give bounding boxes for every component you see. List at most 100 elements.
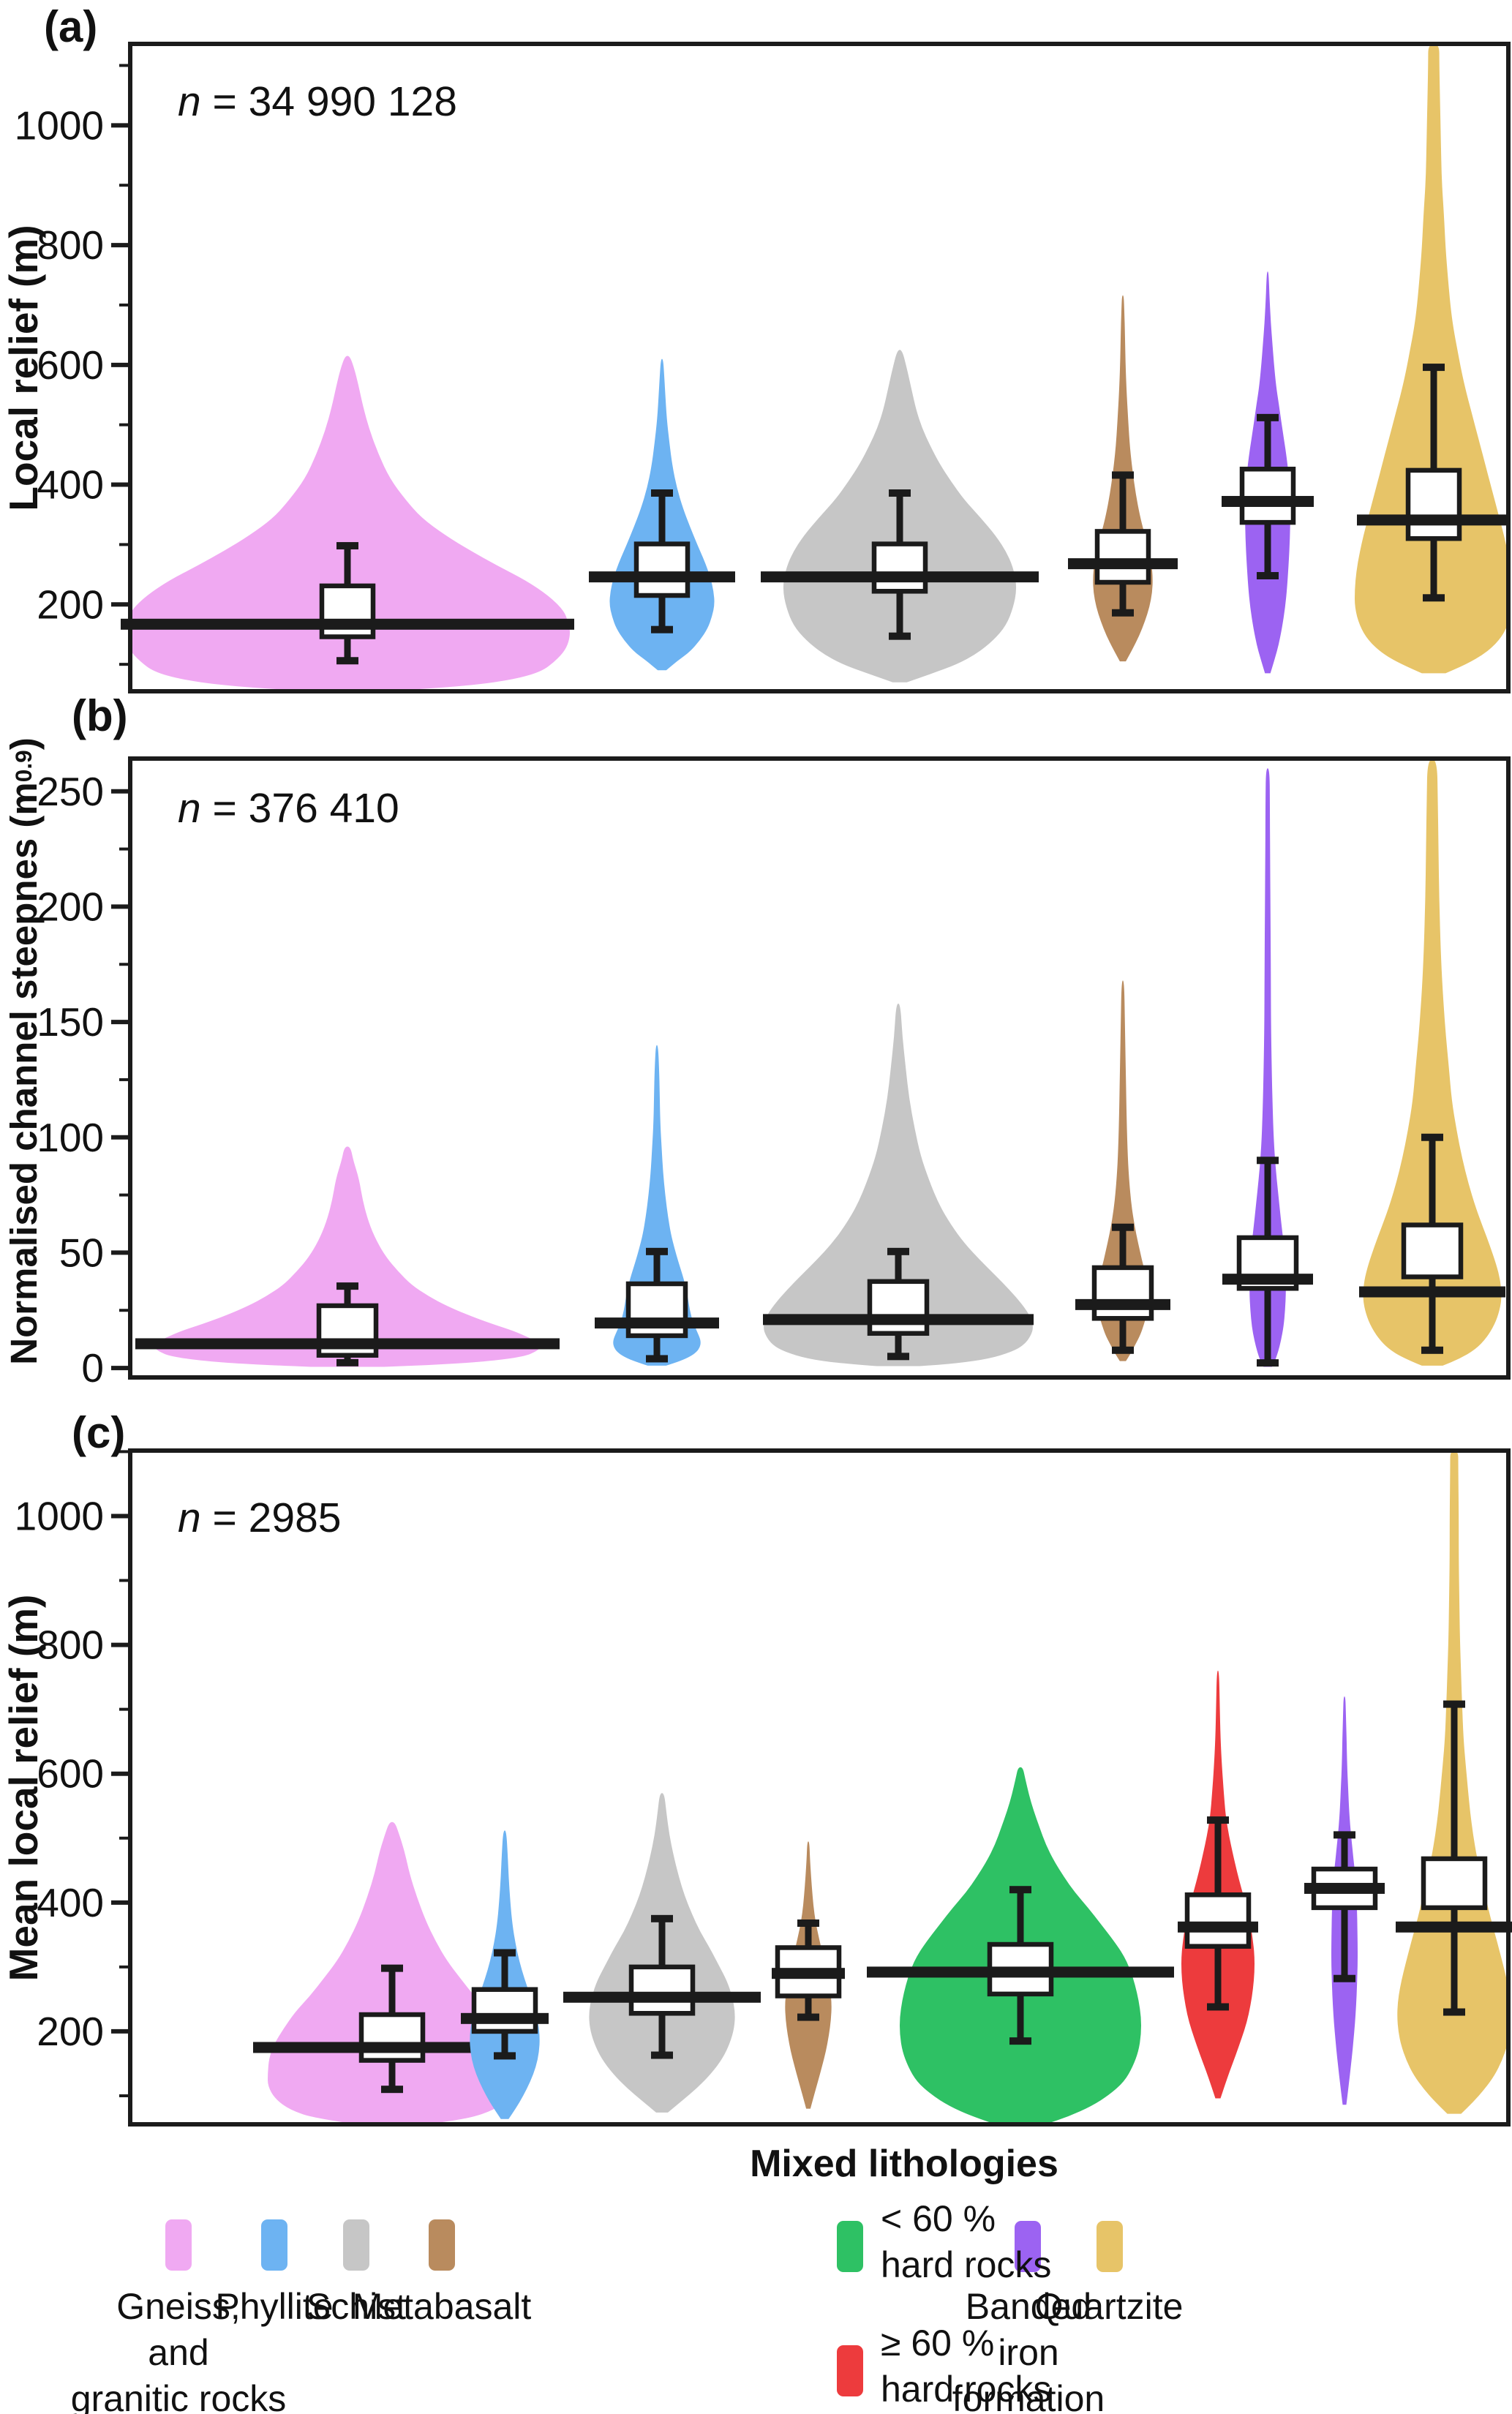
- median-line: [1396, 1921, 1512, 1933]
- y-tick-label: 600: [37, 342, 104, 388]
- median-line: [867, 1966, 1174, 1978]
- iqr-box: [1401, 1222, 1464, 1279]
- y-axis-title-superscript: 0.9: [10, 750, 37, 783]
- legend-label-mixed-ge60: ≥ 60 % hard rocks: [881, 2320, 1051, 2413]
- violin-b-5: [1249, 768, 1286, 1367]
- median-line: [772, 1968, 845, 1979]
- panel-frame: [128, 756, 1511, 1380]
- legend-label-line: hard rocks: [881, 2244, 1052, 2285]
- y-tick-label: 150: [37, 999, 104, 1045]
- y-axis-title-text: Mean local relief (m): [1, 1594, 46, 1982]
- legend-label-metabasalt: Metabasalt: [347, 2284, 537, 2330]
- whisker-cap-low: [651, 2051, 673, 2059]
- whisker-cap-low: [1443, 2008, 1465, 2016]
- y-tick-label: 200: [37, 2009, 104, 2054]
- violin-b-6: [1363, 759, 1502, 1366]
- legend-swatch-mixed-lt60: [837, 2221, 863, 2272]
- iqr-box: [1184, 1892, 1252, 1949]
- iqr-box: [1094, 529, 1151, 585]
- whisker-cap-low: [1334, 1974, 1355, 1982]
- median-line: [135, 1338, 560, 1350]
- iqr-box: [358, 2012, 426, 2063]
- whisker-cap-low: [381, 2086, 403, 2094]
- whisker-cap-high: [887, 1247, 909, 1255]
- whisker-cap-low: [1257, 1359, 1279, 1367]
- whisker-cap-low: [336, 1358, 358, 1366]
- iqr-box: [871, 541, 928, 594]
- violin-b-1: [154, 1146, 541, 1367]
- panel-frame: [128, 42, 1511, 693]
- whisker-cap-high: [1207, 1816, 1229, 1824]
- panel-frame: [128, 1448, 1511, 2127]
- legend-swatch-schist: [343, 2219, 369, 2271]
- whisker-cap-low: [887, 1353, 909, 1361]
- legend-label-line: and: [148, 2332, 209, 2373]
- y-tick-label: 200: [37, 884, 104, 929]
- legend-swatch-quartzite: [1097, 2221, 1123, 2272]
- iqr-box: [1405, 467, 1462, 541]
- whisker-cap-high: [336, 542, 358, 550]
- panel-c: 200 400 600 800 1000: [15, 1448, 1512, 2127]
- legend-label-line: Metabasalt: [352, 2286, 532, 2327]
- legend-swatch-banded-iron-formation: [1015, 2221, 1041, 2272]
- whisker-cap-high: [1421, 1133, 1443, 1141]
- y-tick-label: 800: [37, 222, 104, 268]
- iqr-box: [1421, 1856, 1488, 1911]
- panel-a-letter: (a): [44, 2, 98, 51]
- y-tick-label: 100: [37, 1115, 104, 1160]
- y-tick-label: 400: [37, 462, 104, 508]
- median-line: [1222, 495, 1314, 507]
- median-line: [121, 618, 574, 630]
- median-line: [589, 571, 735, 583]
- legend-label-line: Gneiss,: [116, 2286, 241, 2327]
- median-line: [563, 1991, 761, 2003]
- whisker-cap-high: [646, 1247, 668, 1255]
- iqr-box: [867, 1279, 930, 1336]
- median-line: [1304, 1882, 1385, 1894]
- whisker-cap-low: [1112, 609, 1134, 617]
- median-line: [461, 2012, 549, 2024]
- whisker-cap-high: [1009, 1886, 1031, 1894]
- y-tick-label: 1000: [15, 102, 104, 148]
- legend-swatch-metabasalt: [429, 2219, 455, 2271]
- whisker-cap-low: [1207, 2003, 1229, 2011]
- legend-swatch-gneiss: [165, 2219, 192, 2271]
- whisker-cap-low: [1421, 1346, 1443, 1354]
- panel-c-sample-size: n = 2985: [178, 1494, 341, 1542]
- y-tick-label: 1000: [15, 1493, 104, 1538]
- y-tick-label: 400: [37, 1880, 104, 1925]
- y-tick-label: 600: [37, 1751, 104, 1797]
- median-line: [1359, 1286, 1505, 1298]
- whisker-cap-high: [1257, 413, 1279, 421]
- legend-label-line: granitic rocks: [70, 2378, 287, 2414]
- y-tick-label: 200: [37, 582, 104, 627]
- n-symbol: n: [178, 785, 201, 832]
- n-value: = 34 990 128: [200, 78, 457, 125]
- legend-label-line: ≥ 60 %: [881, 2323, 995, 2364]
- violin-shape: [764, 1003, 1033, 1366]
- legend-label-phyllite: Phyllite: [201, 2284, 347, 2330]
- legend-swatch-mixed-ge60: [837, 2345, 863, 2396]
- panel-c-letter: (c): [72, 1408, 126, 1457]
- legend-label-line: iron: [998, 2332, 1059, 2373]
- whisker-cap-low: [797, 2013, 819, 2021]
- whisker-cap-low: [494, 2052, 516, 2060]
- whisker-cap-high: [797, 1919, 819, 1927]
- panel-b-letter: (b): [72, 691, 128, 740]
- whisker-cap-high: [336, 1282, 358, 1290]
- whisker-cap-high: [381, 1964, 403, 1972]
- n-value: = 2985: [200, 1494, 342, 1541]
- legend-label-banded-iron-formation: Banded iron formation: [941, 2284, 1116, 2414]
- legend-label-line: Banded: [965, 2286, 1092, 2327]
- violin-shape: [130, 356, 570, 691]
- legend-label-gneiss: Gneiss, and granitic rocks: [54, 2284, 303, 2414]
- legend-label-schist: Schist: [283, 2284, 429, 2330]
- whisker-cap-high: [1257, 1157, 1279, 1165]
- median-line: [1178, 1921, 1258, 1933]
- iqr-box: [628, 1964, 696, 2016]
- panel-b: 0 50 100 150 200 250: [37, 756, 1511, 1391]
- whisker-cap-low: [1009, 2037, 1031, 2045]
- legend-label-mixed-lt60: < 60 % hard rocks: [881, 2196, 1051, 2288]
